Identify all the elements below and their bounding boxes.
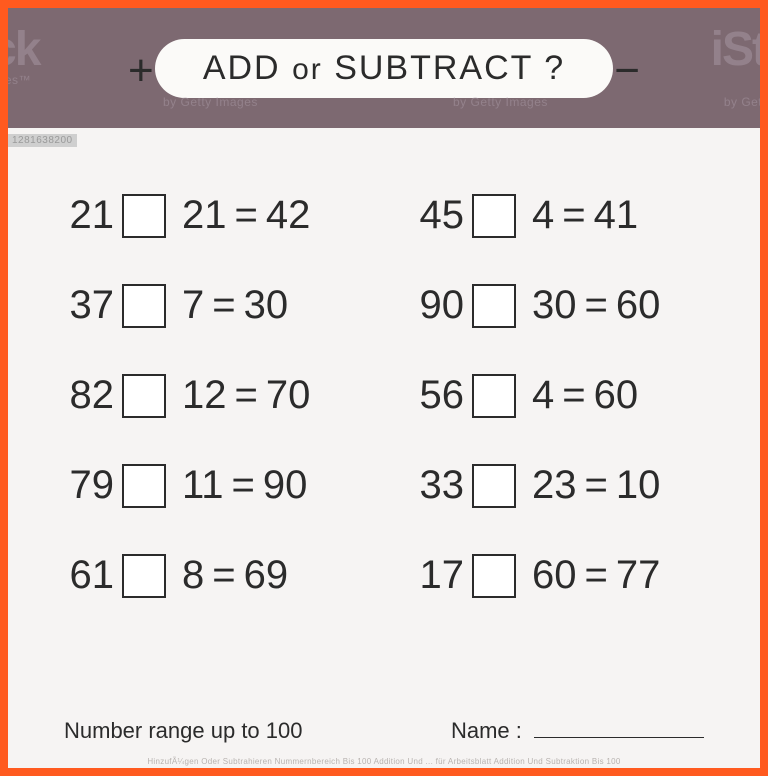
caption-text: HinzufÃ¼gen Oder Subtrahieren Nummernber… [8,757,760,766]
operand-a: 33 [414,463,464,508]
result: 90 [263,463,308,508]
problem-row: 79 11 = 90 [64,463,354,508]
title-pill: ADD or SUBTRACT ? [155,39,613,98]
operand-a: 37 [64,283,114,328]
plus-icon: + [128,46,154,96]
result: 70 [266,373,311,418]
operator-box[interactable] [122,194,166,238]
problem-row: 90 30 = 60 [414,283,704,328]
result: 69 [244,553,289,598]
title-subtract: SUBTRACT ? [334,49,565,87]
operator-box[interactable] [472,464,516,508]
operand-b: 12 [182,373,227,418]
equals-sign: = [585,553,608,598]
equals-sign: = [235,373,258,418]
operator-box[interactable] [472,374,516,418]
problem-row: 82 12 = 70 [64,373,354,418]
result: 10 [616,463,661,508]
result: 77 [616,553,661,598]
name-label: Name : [451,718,522,743]
operator-box[interactable] [122,464,166,508]
name-input-line[interactable] [534,737,704,738]
problem-row: 21 21 = 42 [64,193,354,238]
operand-b: 7 [182,283,204,328]
problem-row: 56 4 = 60 [414,373,704,418]
result: 42 [266,193,311,238]
range-label: Number range up to 100 [64,718,303,744]
problem-row: 17 60 = 77 [414,553,704,598]
result: 30 [244,283,289,328]
problem-row: 45 4 = 41 [414,193,704,238]
operator-box[interactable] [472,554,516,598]
watermark-right-small: by Gett [724,96,760,108]
operand-a: 17 [414,553,464,598]
operator-box[interactable] [122,284,166,328]
title-add: ADD [203,49,281,87]
operand-b: 23 [532,463,577,508]
watermark-left-small: by Getty Images [163,96,258,108]
equals-sign: = [212,553,235,598]
equals-sign: = [585,463,608,508]
worksheet: + ADD or SUBTRACT ? − ck mages™ by Getty… [8,8,760,768]
equals-sign: = [235,193,258,238]
operand-a: 90 [414,283,464,328]
operand-a: 82 [64,373,114,418]
equals-sign: = [212,283,235,328]
watermark-credit: 1281638200 [8,134,77,147]
operand-a: 21 [64,193,114,238]
operand-b: 30 [532,283,577,328]
outer-frame: + ADD or SUBTRACT ? − ck mages™ by Getty… [0,0,768,776]
operand-b: 11 [182,463,224,508]
problem-row: 33 23 = 10 [414,463,704,508]
footer: Number range up to 100 Name : [64,718,704,744]
header-bar: + ADD or SUBTRACT ? − ck mages™ by Getty… [8,8,760,128]
watermark-left-big: ck [8,26,39,74]
operator-box[interactable] [472,194,516,238]
operator-box[interactable] [472,284,516,328]
watermark-right-big: iSt [711,26,760,74]
operator-box[interactable] [122,374,166,418]
result: 60 [616,283,661,328]
operand-a: 45 [414,193,464,238]
watermark-left-tm: mages™ [8,74,31,86]
equals-sign: = [585,283,608,328]
watermark-center-small: by Getty Images [453,96,548,108]
operand-a: 56 [414,373,464,418]
operand-a: 61 [64,553,114,598]
result: 41 [594,193,639,238]
operand-b: 21 [182,193,227,238]
equals-sign: = [232,463,255,508]
operand-b: 4 [532,373,554,418]
operator-box[interactable] [122,554,166,598]
equals-sign: = [562,373,585,418]
name-field: Name : [451,718,704,744]
result: 60 [594,373,639,418]
equals-sign: = [562,193,585,238]
operand-b: 4 [532,193,554,238]
problems-grid: 21 21 = 42 45 4 = 41 37 7 = 30 90 [64,193,704,598]
operand-b: 60 [532,553,577,598]
problem-row: 61 8 = 69 [64,553,354,598]
title-or: or [292,53,323,86]
minus-icon: − [614,46,640,96]
problem-row: 37 7 = 30 [64,283,354,328]
operand-a: 79 [64,463,114,508]
operand-b: 8 [182,553,204,598]
